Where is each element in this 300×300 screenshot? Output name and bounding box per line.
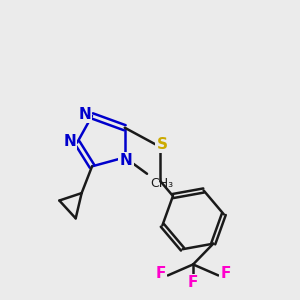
Text: S: S (156, 136, 167, 152)
Text: F: F (188, 275, 198, 290)
Text: F: F (220, 266, 231, 281)
Text: N: N (78, 107, 91, 122)
Text: CH₃: CH₃ (150, 177, 173, 190)
Text: N: N (120, 154, 133, 169)
Text: N: N (63, 134, 76, 148)
Text: F: F (155, 266, 166, 281)
